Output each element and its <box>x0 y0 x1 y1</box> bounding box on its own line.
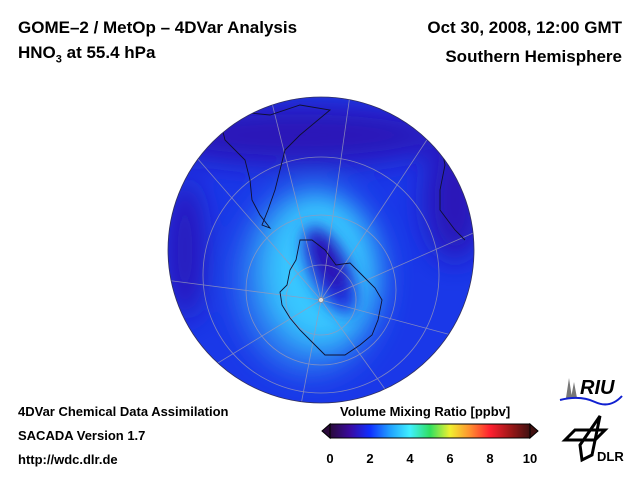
species-subscript: 3 <box>55 53 62 66</box>
species-level: HNO3 at 55.4 hPa <box>18 43 155 65</box>
species-name: HNO <box>18 43 56 62</box>
colorbar-tick: 10 <box>522 451 538 466</box>
south-pole-marker <box>318 297 324 303</box>
graticule <box>168 97 474 403</box>
colorbar-tick: 4 <box>406 451 414 466</box>
colorbar <box>321 422 539 440</box>
colorbar-title: Volume Mixing Ratio [ppbv] <box>340 404 511 419</box>
footer-line1: 4DVar Chemical Data Assimilation <box>18 404 229 419</box>
region: Southern Hemisphere <box>445 47 622 66</box>
riu-logo: RIU <box>559 377 623 406</box>
svg-text:DLR: DLR <box>597 449 624 464</box>
datetime: Oct 30, 2008, 12:00 GMT <box>427 18 622 37</box>
hno3-field <box>168 97 474 403</box>
footer-line2: SACADA Version 1.7 <box>18 428 146 443</box>
colorbar-tick: 0 <box>326 451 334 466</box>
pressure-level: at 55.4 hPa <box>61 43 156 62</box>
product-title: GOME–2 / MetOp – 4DVar Analysis <box>18 18 298 37</box>
colorbar-tick: 8 <box>486 451 494 466</box>
coastlines <box>219 104 466 356</box>
svg-text:RIU: RIU <box>580 377 615 399</box>
footer-link[interactable]: http://wdc.dlr.de <box>18 452 118 467</box>
colorbar-tick: 6 <box>446 451 454 466</box>
dlr-logo: DLR <box>561 415 624 464</box>
colorbar-tick: 2 <box>366 451 374 466</box>
